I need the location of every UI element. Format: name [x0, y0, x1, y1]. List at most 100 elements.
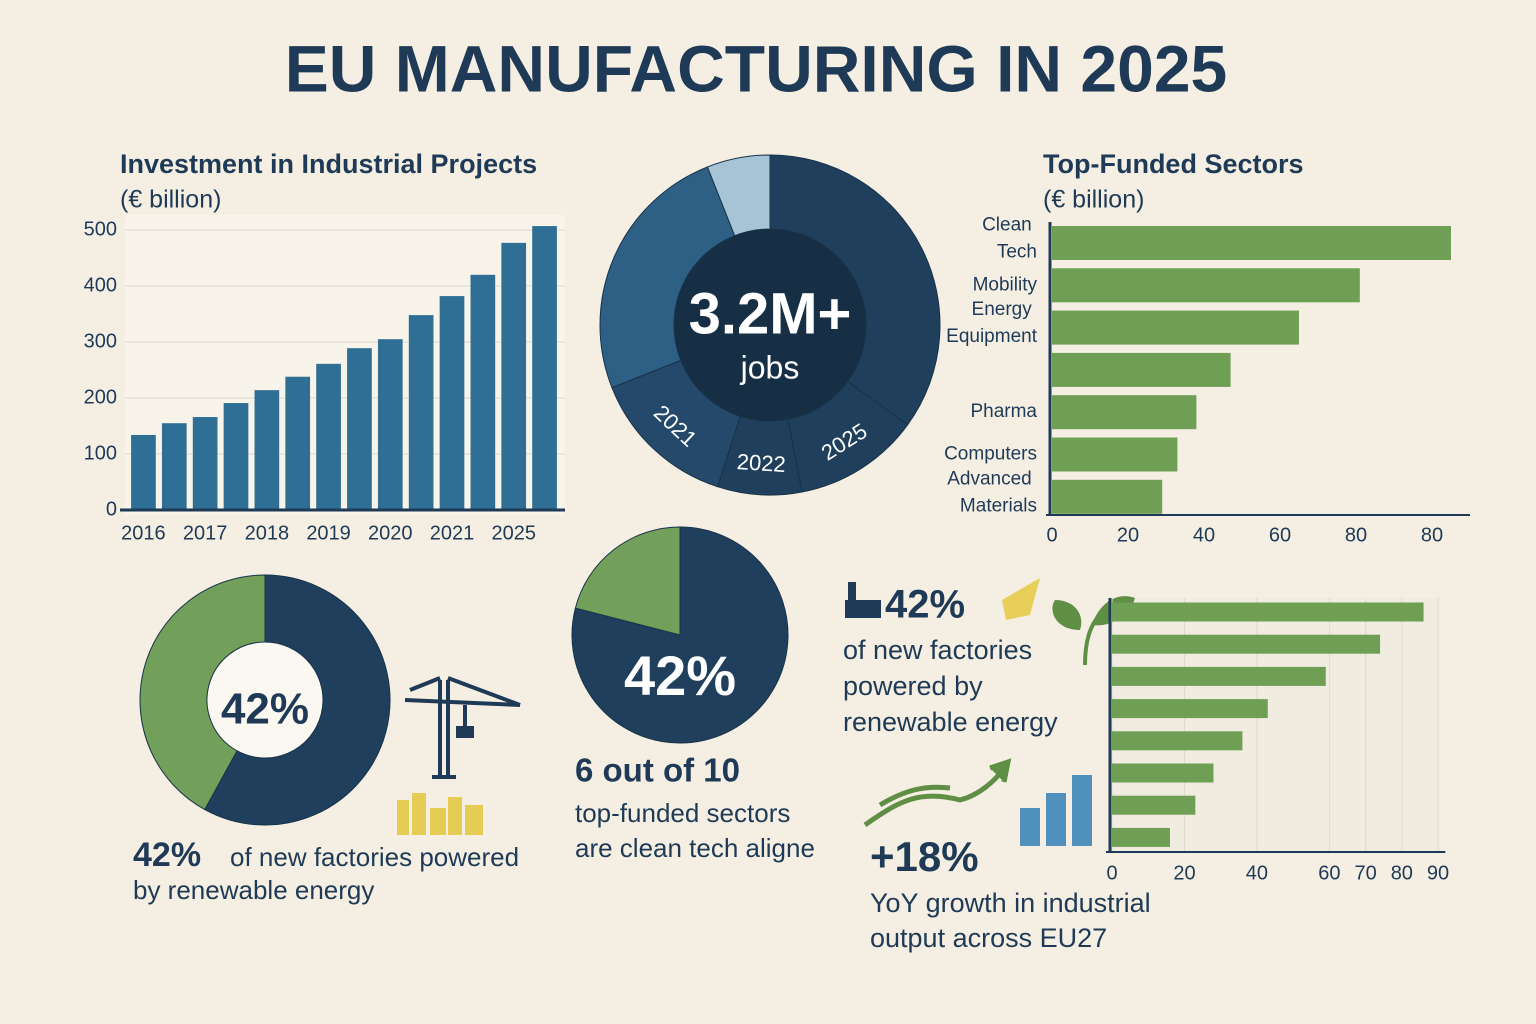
center-label: 42% — [221, 685, 309, 734]
chart-subtitle: (€ billion) — [1043, 186, 1144, 214]
y-tick-label: 300 — [84, 330, 117, 352]
slice — [599, 166, 736, 389]
bar — [1112, 731, 1243, 751]
x-tick-label: 70 — [1354, 862, 1376, 884]
slice — [574, 526, 681, 636]
slice-label: 2022 — [736, 449, 786, 477]
x-tick-label: 40 — [1193, 524, 1215, 546]
chart-subtitle: (€ billion) — [120, 186, 221, 214]
bar — [1112, 602, 1424, 622]
bar — [1112, 699, 1268, 719]
caption: by renewable energy — [133, 875, 374, 905]
bar — [347, 348, 372, 510]
bar — [408, 315, 434, 510]
y-tick-label: Pharma — [970, 401, 1037, 422]
bar — [161, 423, 187, 510]
x-tick-label: 80 — [1345, 524, 1367, 546]
slice — [706, 154, 771, 237]
slice — [204, 574, 391, 826]
y-tick-label: Energy Equipment — [946, 299, 1038, 347]
x-tick-label: 20 — [1117, 524, 1139, 546]
bar — [1112, 827, 1170, 847]
caption: of new factories powered — [230, 842, 519, 872]
chart-title: Top-Funded Sectors — [1043, 149, 1304, 179]
y-tick-label: Computers — [944, 444, 1037, 465]
bar — [1112, 763, 1214, 783]
bar — [1052, 395, 1197, 430]
x-tick-label: 0 — [1106, 862, 1117, 884]
page-title: EU MANUFACTURING IN 2025 — [285, 31, 1227, 105]
x-tick-label: 0 — [1046, 524, 1057, 546]
y-tick-label: 200 — [84, 386, 117, 408]
y-tick-label: 100 — [84, 442, 117, 464]
mini-bars-icon — [1020, 775, 1092, 846]
factory-icon — [845, 582, 881, 618]
bar — [316, 363, 341, 510]
bar — [192, 417, 218, 510]
bar — [532, 226, 557, 510]
bar — [131, 434, 156, 510]
x-tick-label: 60 — [1269, 524, 1291, 546]
x-tick-label: 80 — [1421, 524, 1443, 546]
buildings-icon — [397, 793, 483, 835]
y-tick-label: Advanced Materials — [947, 468, 1037, 516]
slice — [139, 574, 266, 811]
caption: 42% — [133, 836, 201, 874]
slice — [769, 154, 941, 426]
y-tick-label: 0 — [106, 498, 117, 520]
callout-text: +18% — [870, 833, 979, 880]
callout-text: 42% — [885, 583, 965, 627]
x-tick-label: 2021 — [430, 522, 475, 544]
y-tick-label: Mobility — [973, 274, 1038, 295]
bar — [1052, 352, 1231, 387]
x-tick-label: 2017 — [183, 522, 228, 544]
x-tick-label: 40 — [1246, 862, 1268, 884]
spark-icon — [1002, 578, 1040, 620]
bar — [1052, 226, 1451, 260]
callout-text: YoY growth in industrial — [870, 888, 1151, 918]
bar — [1052, 479, 1163, 514]
donut-center — [674, 229, 866, 421]
y-tick-label: Clean Tech — [982, 215, 1037, 263]
bar — [1052, 437, 1178, 472]
x-tick-label: 2018 — [245, 522, 290, 544]
bar — [1112, 795, 1196, 815]
bar — [1052, 268, 1360, 303]
growth-arrow-icon — [863, 758, 1012, 828]
bar — [470, 274, 496, 510]
bar — [1112, 634, 1381, 654]
x-tick-label: 90 — [1427, 862, 1449, 884]
bar — [254, 390, 280, 510]
callout-text: powered by — [843, 671, 983, 701]
x-tick-label: 2025 — [491, 522, 536, 544]
panel — [125, 215, 565, 515]
crane-icon — [404, 676, 521, 779]
bar — [377, 339, 403, 510]
donut-center — [207, 642, 323, 758]
bar — [1112, 666, 1326, 686]
bar — [1052, 310, 1299, 345]
bar — [285, 376, 311, 510]
chart-title: Investment in Industrial Projects — [120, 149, 537, 179]
center-label: 3.2M+ — [689, 281, 852, 346]
x-tick-label: 2019 — [306, 522, 351, 544]
x-tick-label: 2020 — [368, 522, 413, 544]
bar — [501, 242, 527, 510]
caption: top-funded sectors — [575, 798, 790, 828]
callout-text: output across EU27 — [870, 923, 1107, 953]
bar — [223, 403, 249, 510]
center-label: jobs — [740, 349, 800, 385]
x-tick-label: 20 — [1173, 862, 1195, 884]
bar — [439, 296, 465, 510]
x-tick-label: 60 — [1318, 862, 1340, 884]
x-tick-label: 2016 — [121, 522, 166, 544]
center-label: 42% — [624, 644, 736, 707]
x-tick-label: 80 — [1391, 862, 1413, 884]
caption: are clean tech aligne — [575, 833, 815, 863]
callout-text: renewable energy — [843, 707, 1058, 737]
slice — [571, 526, 789, 744]
callout-text: of new factories — [843, 635, 1032, 665]
y-tick-label: 500 — [84, 218, 117, 240]
